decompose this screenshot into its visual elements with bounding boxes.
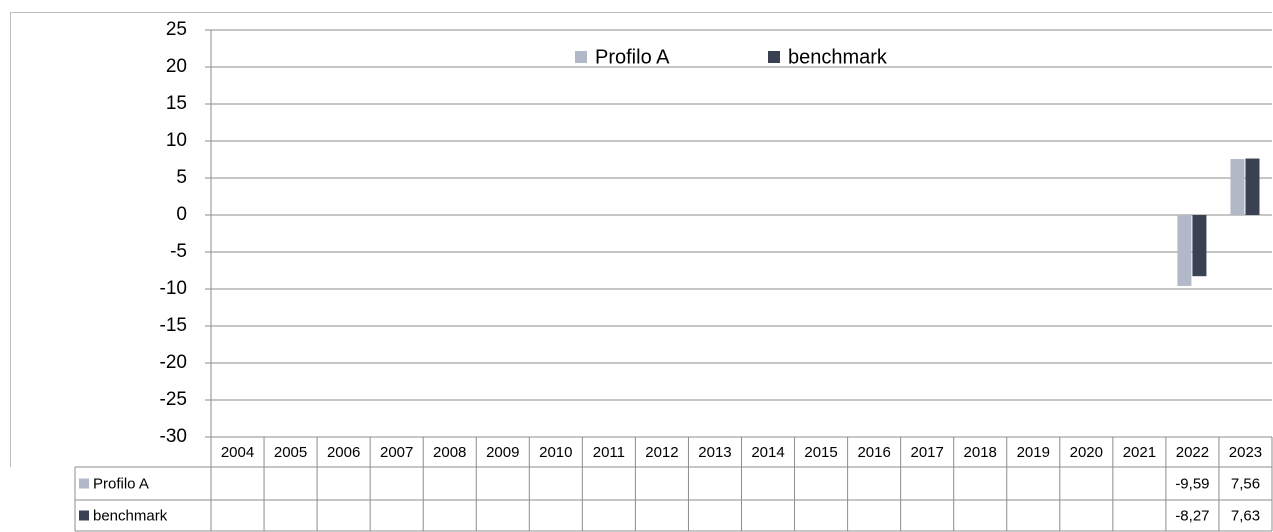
legend-label: Profilo A <box>595 46 670 68</box>
x-tick-label: 2015 <box>804 444 837 461</box>
bar <box>1177 215 1192 286</box>
y-tick-label: 25 <box>166 19 187 40</box>
legend-key <box>768 51 780 63</box>
x-tick-label: 2004 <box>221 444 254 461</box>
chart-frame <box>10 12 1272 467</box>
x-tick-label: 2022 <box>1176 444 1209 461</box>
x-tick-label: 2020 <box>1070 444 1103 461</box>
x-tick-label: 2013 <box>698 444 731 461</box>
x-tick-label: 2021 <box>1123 444 1156 461</box>
bar <box>1230 159 1245 215</box>
y-tick-label: -30 <box>160 426 187 447</box>
x-tick-label: 2008 <box>433 444 466 461</box>
y-tick-label: 15 <box>166 93 187 114</box>
table-value: 7,63 <box>1231 507 1260 524</box>
y-tick-label: 20 <box>166 56 187 77</box>
table-row-label: Profilo A <box>93 475 149 492</box>
x-tick-label: 2009 <box>486 444 519 461</box>
x-tick-label: 2014 <box>751 444 784 461</box>
table-value: 7,56 <box>1231 475 1260 492</box>
table-legend-key <box>79 510 89 521</box>
y-tick-label: -25 <box>160 389 187 410</box>
x-tick-label: 2018 <box>964 444 997 461</box>
table-value: -9,59 <box>1175 475 1209 492</box>
legend-label: benchmark <box>788 46 888 68</box>
y-tick-label: -15 <box>160 315 187 336</box>
bar <box>1192 215 1207 277</box>
x-tick-label: 2019 <box>1017 444 1050 461</box>
legend-key <box>575 51 587 63</box>
y-tick-label: -20 <box>160 352 187 373</box>
y-tick-label: 5 <box>176 167 187 188</box>
bar <box>1245 158 1260 215</box>
table-row-label: benchmark <box>93 507 168 524</box>
table-value: -8,27 <box>1175 507 1209 524</box>
x-tick-label: 2012 <box>645 444 678 461</box>
y-tick-label: 0 <box>176 204 187 225</box>
y-tick-label: 10 <box>166 130 187 151</box>
x-tick-label: 2023 <box>1229 444 1262 461</box>
x-tick-label: 2007 <box>380 444 413 461</box>
x-tick-label: 2010 <box>539 444 572 461</box>
x-tick-label: 2005 <box>274 444 307 461</box>
x-tick-label: 2006 <box>327 444 360 461</box>
y-tick-label: -10 <box>160 278 187 299</box>
y-tick-label: -5 <box>170 241 187 262</box>
x-tick-label: 2011 <box>593 444 625 461</box>
table-legend-key <box>79 478 89 489</box>
x-tick-label: 2016 <box>857 444 890 461</box>
x-tick-label: 2017 <box>910 444 943 461</box>
